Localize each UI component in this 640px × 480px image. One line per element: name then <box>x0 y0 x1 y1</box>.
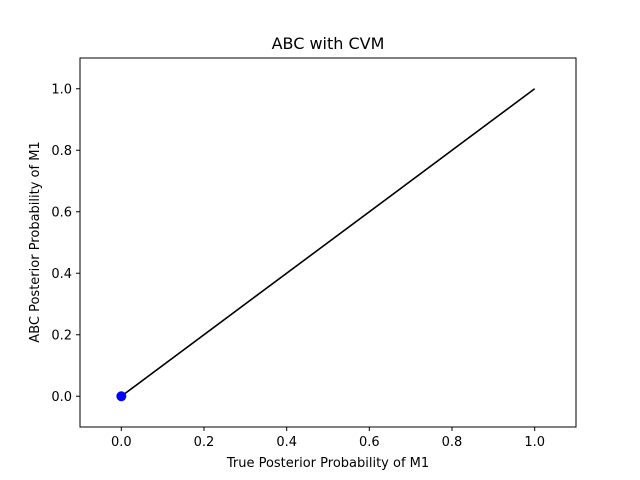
x-tick-label: 0.6 <box>359 435 380 450</box>
y-tick-label: 0.4 <box>51 267 72 282</box>
y-axis-label: ABC Posterior Probability of M1 <box>28 141 43 342</box>
plot-frame <box>79 57 577 428</box>
y-tick-label: 0.0 <box>51 390 72 405</box>
y-tick-label: 0.8 <box>51 144 72 159</box>
plot-area <box>116 88 536 402</box>
y-tick-label: 0.2 <box>51 328 72 343</box>
reference-line <box>120 88 536 397</box>
x-axis: 0.0 0.2 0.4 0.6 0.8 1.0 <box>111 427 545 450</box>
y-tick-label: 1.0 <box>51 82 72 97</box>
x-tick-label: 0.2 <box>194 435 215 450</box>
chart-title: ABC with CVM <box>272 34 385 53</box>
x-tick-label: 0.0 <box>111 435 132 450</box>
x-tick-label: 0.4 <box>276 435 297 450</box>
data-point <box>116 391 127 402</box>
y-axis: 0.0 0.2 0.4 0.6 0.8 1.0 <box>51 82 80 405</box>
x-tick-label: 1.0 <box>524 435 545 450</box>
y-tick-label: 0.6 <box>51 205 72 220</box>
x-axis-label: True Posterior Probability of M1 <box>226 456 429 471</box>
x-tick-label: 0.8 <box>442 435 463 450</box>
